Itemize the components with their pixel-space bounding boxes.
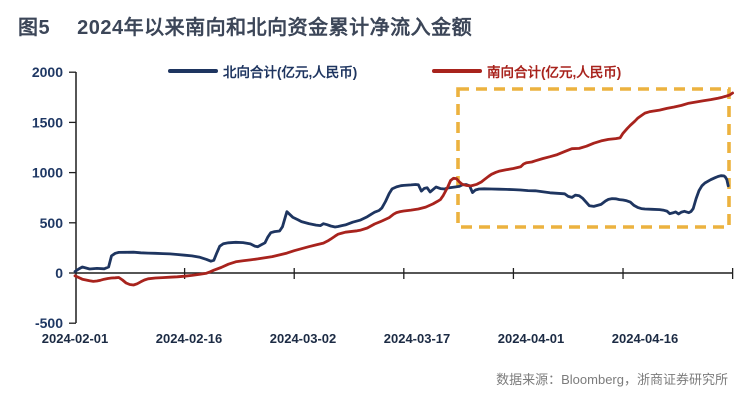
figure-number: 图5 (18, 17, 51, 39)
legend-label-northbound: 北向合计(亿元,人民币) (223, 64, 358, 80)
y-tick-label: 2000 (32, 64, 63, 80)
axes (75, 72, 733, 323)
series-lines (73, 91, 734, 287)
y-tick-label: -500 (35, 315, 63, 331)
y-tick-label: 1500 (32, 114, 63, 130)
axis-ticks (69, 71, 734, 324)
legend-label-southbound: 南向合计(亿元,人民币) (487, 64, 622, 80)
y-tick-label: 1000 (32, 165, 63, 181)
x-tick-label: 2024-02-01 (42, 331, 109, 346)
southbound-line-swatch (432, 68, 482, 73)
figure-title: 2024年以来南向和北向资金累计净流入金额 (77, 17, 473, 39)
y-tick-label: 0 (55, 265, 63, 281)
highlight-dashed-box (456, 87, 731, 229)
x-tick-label: 2024-04-01 (498, 331, 565, 346)
figure-caption: 图5 2024年以来南向和北向资金累计净流入金额 (18, 11, 472, 40)
series-line-0 (73, 174, 730, 273)
legend-item-northbound: 北向合计(亿元,人民币) (168, 62, 358, 80)
x-tick-label: 2024-03-17 (384, 331, 451, 346)
x-tick-label: 2024-02-16 (156, 331, 223, 346)
data-source-note: 数据来源：Bloomberg，浙商证券研究所 (496, 372, 728, 387)
series-line-1 (73, 91, 734, 287)
x-tick-label: 2024-04-16 (612, 331, 679, 346)
highlight-box-group (456, 87, 731, 229)
x-tick-label: 2024-03-02 (270, 331, 337, 346)
northbound-line-swatch (168, 68, 218, 73)
legend-item-southbound: 南向合计(亿元,人民币) (432, 62, 622, 80)
y-tick-label: 500 (40, 215, 64, 231)
